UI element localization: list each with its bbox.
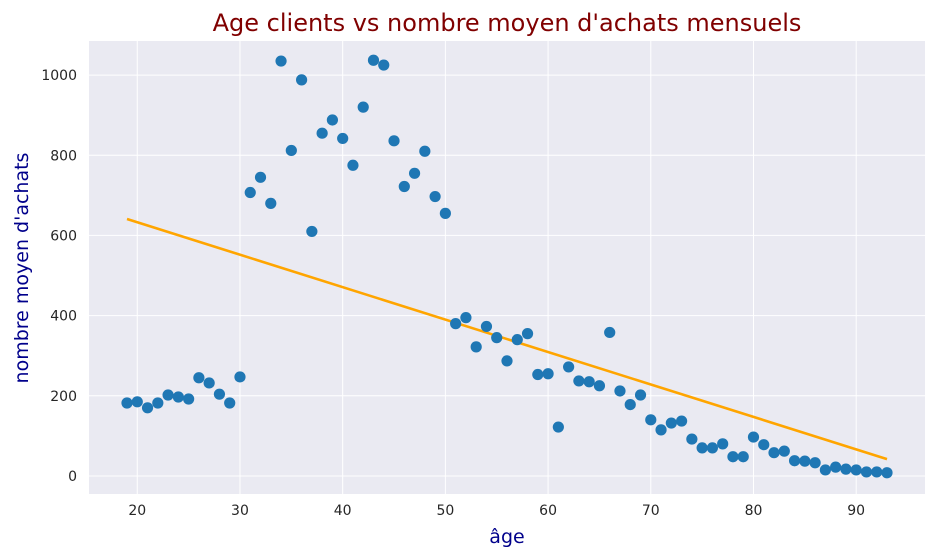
trend-line-layer	[126, 217, 888, 461]
data-point	[388, 135, 400, 147]
data-point	[675, 415, 688, 427]
data-point	[727, 451, 739, 463]
data-point	[511, 334, 523, 346]
data-point	[747, 431, 760, 443]
y-tick-label: 200	[50, 389, 77, 405]
y-tick-label: 600	[50, 228, 77, 244]
data-point	[285, 144, 297, 157]
data-point	[470, 341, 482, 353]
data-point	[254, 171, 267, 183]
data-point	[686, 433, 698, 445]
data-point	[706, 442, 719, 454]
data-point	[213, 388, 226, 400]
data-point	[378, 59, 390, 71]
data-point	[234, 371, 246, 383]
y-tick-label: 800	[50, 148, 77, 164]
data-point	[583, 376, 595, 388]
data-point	[604, 326, 616, 339]
y-tick-label: 400	[50, 309, 77, 325]
scatter-points	[121, 54, 893, 479]
data-point	[850, 464, 862, 476]
data-point	[799, 455, 811, 467]
data-point	[542, 368, 554, 380]
data-point	[501, 355, 513, 367]
data-point	[326, 114, 339, 126]
data-point	[172, 391, 184, 403]
data-point	[367, 54, 380, 66]
data-point	[634, 389, 647, 401]
data-point	[193, 372, 205, 384]
x-tick-label: 60	[539, 503, 557, 519]
data-point	[450, 318, 462, 330]
x-tick-label: 90	[847, 503, 865, 519]
data-point	[162, 389, 174, 401]
data-point	[357, 101, 369, 113]
chart-title: Age clients vs nombre moyen d'achats men…	[213, 9, 802, 37]
data-point	[429, 190, 441, 203]
data-point	[521, 328, 534, 340]
data-point	[275, 55, 287, 67]
data-point	[809, 457, 821, 469]
data-point	[860, 466, 873, 478]
x-axis-label: âge	[489, 526, 524, 548]
trend-line	[126, 217, 888, 461]
data-point	[840, 463, 852, 475]
data-point	[460, 312, 472, 324]
data-point	[532, 368, 544, 381]
y-tick-label: 1000	[41, 68, 77, 84]
data-point	[265, 197, 277, 209]
data-point	[573, 375, 585, 387]
x-tick-label: 40	[334, 503, 352, 519]
data-point	[183, 393, 195, 405]
data-point	[439, 207, 451, 219]
tick-labels: 20 30 40 50 60 70 80 90 0 200 400 600 800 1000	[41, 68, 865, 519]
data-point	[768, 447, 780, 459]
data-point	[398, 180, 410, 193]
y-tick-label: 0	[68, 469, 77, 485]
grid	[89, 41, 925, 494]
data-point	[480, 320, 493, 333]
data-point	[737, 451, 749, 463]
data-point	[295, 74, 308, 86]
x-tick-label: 20	[128, 503, 146, 519]
data-point	[830, 461, 842, 473]
data-point	[819, 464, 831, 476]
data-point	[563, 361, 575, 373]
x-tick-label: 70	[642, 503, 660, 519]
data-point	[788, 455, 801, 467]
data-point	[316, 127, 328, 139]
x-tick-label: 30	[231, 503, 249, 519]
data-point	[552, 421, 564, 433]
data-point	[152, 397, 164, 409]
data-point	[203, 377, 215, 389]
data-point	[337, 132, 349, 145]
data-point	[778, 445, 790, 457]
data-point	[347, 159, 359, 171]
data-point	[593, 380, 606, 392]
data-point	[717, 438, 729, 450]
data-point	[645, 414, 657, 426]
data-point	[871, 466, 883, 478]
y-axis-label: nombre moyen d'achats	[11, 153, 33, 384]
data-point	[121, 397, 133, 409]
data-point	[624, 399, 636, 411]
data-point	[224, 397, 236, 409]
x-tick-label: 80	[745, 503, 763, 519]
data-point	[881, 467, 893, 479]
data-point	[306, 225, 318, 238]
plot-background	[89, 41, 925, 494]
data-point	[696, 442, 708, 454]
data-point	[614, 385, 626, 397]
data-point	[419, 145, 431, 157]
x-tick-label: 50	[436, 503, 454, 519]
data-point	[491, 332, 503, 344]
data-point	[665, 417, 677, 429]
data-point	[244, 186, 256, 199]
data-point	[141, 402, 154, 414]
data-point	[758, 439, 770, 451]
data-point	[408, 167, 421, 179]
data-point	[655, 424, 667, 436]
data-point	[131, 396, 143, 408]
